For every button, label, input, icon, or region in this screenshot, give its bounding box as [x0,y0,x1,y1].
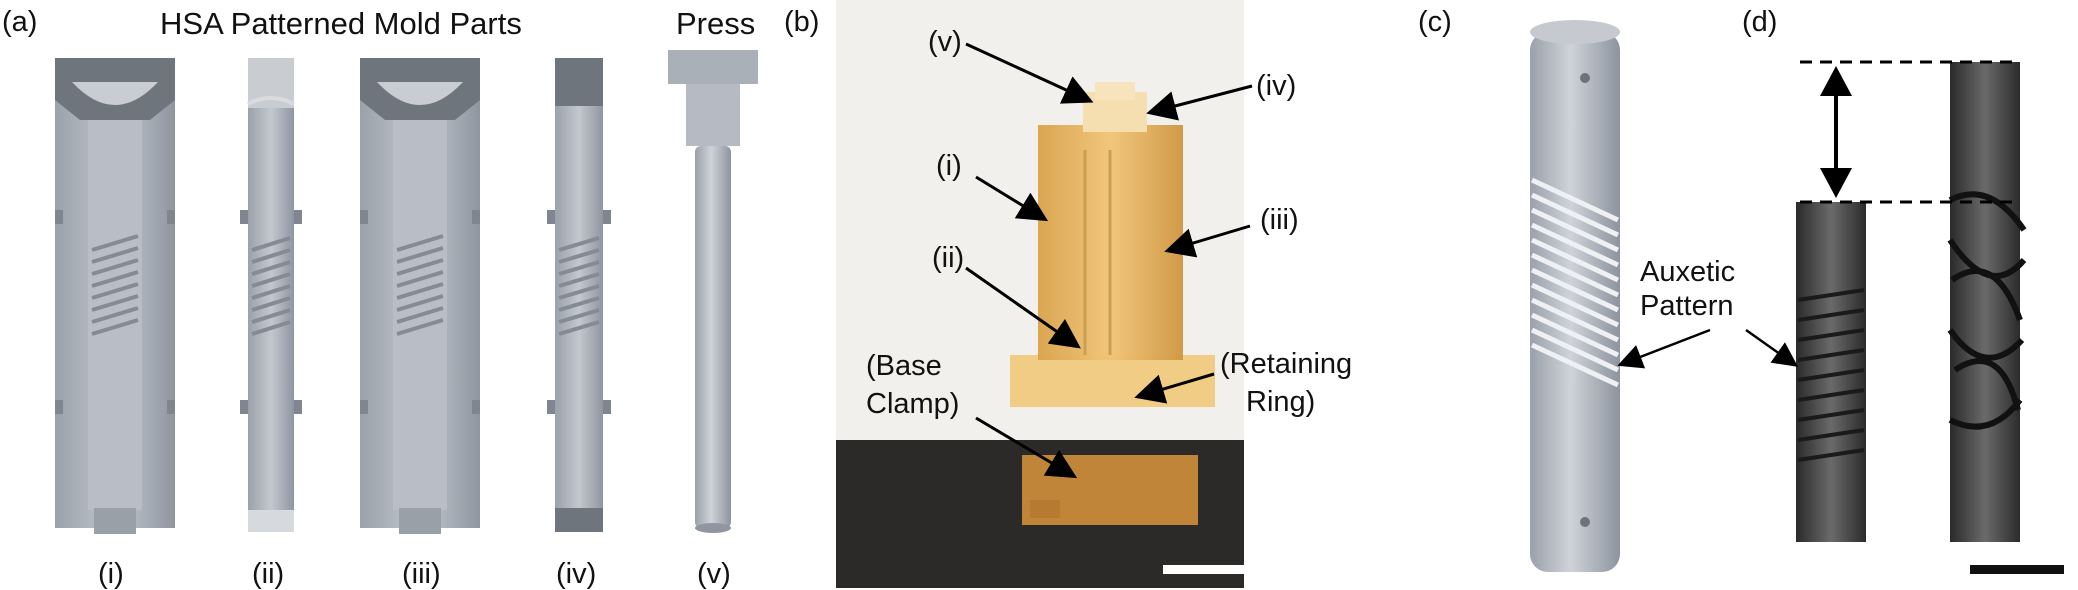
scale-bar-b [1163,565,1253,574]
callout-v: (v) [928,26,962,58]
callout-iv: (iv) [1256,70,1297,102]
part-label-iii: (iii) [402,558,441,590]
panel-a-title: HSA Patterned Mold Parts [160,6,522,41]
callout-base-line2: Clamp) [866,388,960,420]
callout-ring-line1: (Retaining [1220,348,1353,380]
mold-assembly-photo [836,0,1253,588]
part-label-iv: (iv) [556,558,597,590]
callout-ii: (ii) [932,242,965,274]
part-label-v: (v) [697,558,731,590]
mold-part-iii [360,58,480,534]
auxetic-pattern-arrows [1617,328,1799,369]
auxetic-tube-compressed-photo [1796,202,1866,542]
panel-d-letter: (d) [1742,6,1778,38]
press-title: Press [676,6,756,41]
extension-dimension [1800,60,2020,204]
callout-i: (i) [936,150,962,182]
press-part-v [668,50,758,533]
mold-part-i [55,58,175,534]
callout-arrows-b [965,42,1253,479]
callout-base-line1: (Base [866,350,942,382]
callout-iii: (iii) [1260,204,1299,236]
auxetic-label-line1: Auxetic [1640,256,1736,288]
auxetic-tube-render [1530,20,1620,572]
auxetic-tube-extended-photo [1947,62,2064,574]
panel-c-letter: (c) [1418,6,1452,38]
part-label-ii: (ii) [252,558,285,590]
panel-b-letter: (b) [784,6,820,38]
mold-part-iv [547,58,611,532]
scale-bar-d [1970,565,2064,574]
panel-a-letter: (a) [2,6,38,38]
part-label-i: (i) [98,558,124,590]
callout-ring-line2: Ring) [1246,386,1316,418]
auxetic-label-line2: Pattern [1640,290,1734,322]
mold-part-ii [240,58,302,532]
